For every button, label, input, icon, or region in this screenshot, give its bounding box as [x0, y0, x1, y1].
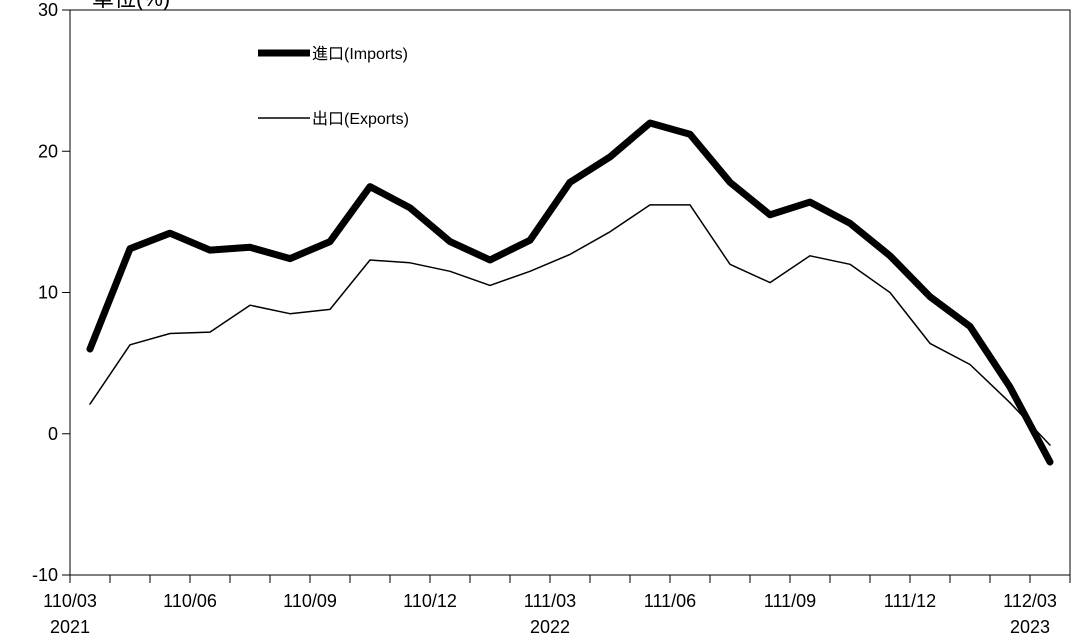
- x-tick-label: 111/12: [884, 591, 936, 611]
- x-tick-label: 111/06: [644, 591, 696, 611]
- legend: 進口(Imports) 出口(Exports): [258, 45, 409, 128]
- y-tick-label: 30: [38, 0, 58, 20]
- series-layer: [86, 119, 1054, 466]
- y-tick-label: 10: [38, 283, 58, 303]
- x-tick-label: 110/12: [403, 591, 457, 611]
- x-tick-label: 110/03: [43, 591, 97, 611]
- chart-title: 單位(%): [92, 0, 170, 11]
- series-line-imports: [86, 119, 1054, 466]
- plot-frame: [69, 9, 1071, 576]
- y-tick-label: 0: [48, 424, 58, 444]
- x-axis: 110/03 2021 110/06 110/09 110/12 111/03 2022 11…: [43, 575, 1071, 637]
- series-line-exports: [89, 204, 1051, 446]
- legend-label-exports: 出口(Exports): [312, 110, 409, 128]
- x-tick-label: 112/03: [1003, 591, 1057, 611]
- y-tick-label: -10: [32, 565, 58, 585]
- y-axis: -10 0 10 20 30: [32, 0, 70, 585]
- x-tick-year: 2022: [530, 617, 570, 637]
- x-tick-label: 111/09: [764, 591, 816, 611]
- x-tick-label: 110/09: [283, 591, 337, 611]
- x-tick-year: 2021: [50, 617, 90, 637]
- x-tick-label: 111/03: [524, 591, 576, 611]
- x-tick-label: 110/06: [163, 591, 217, 611]
- x-tick-year: 2023: [1010, 617, 1050, 637]
- y-tick-label: 20: [38, 141, 58, 161]
- legend-label-imports: 進口(Imports): [312, 45, 408, 63]
